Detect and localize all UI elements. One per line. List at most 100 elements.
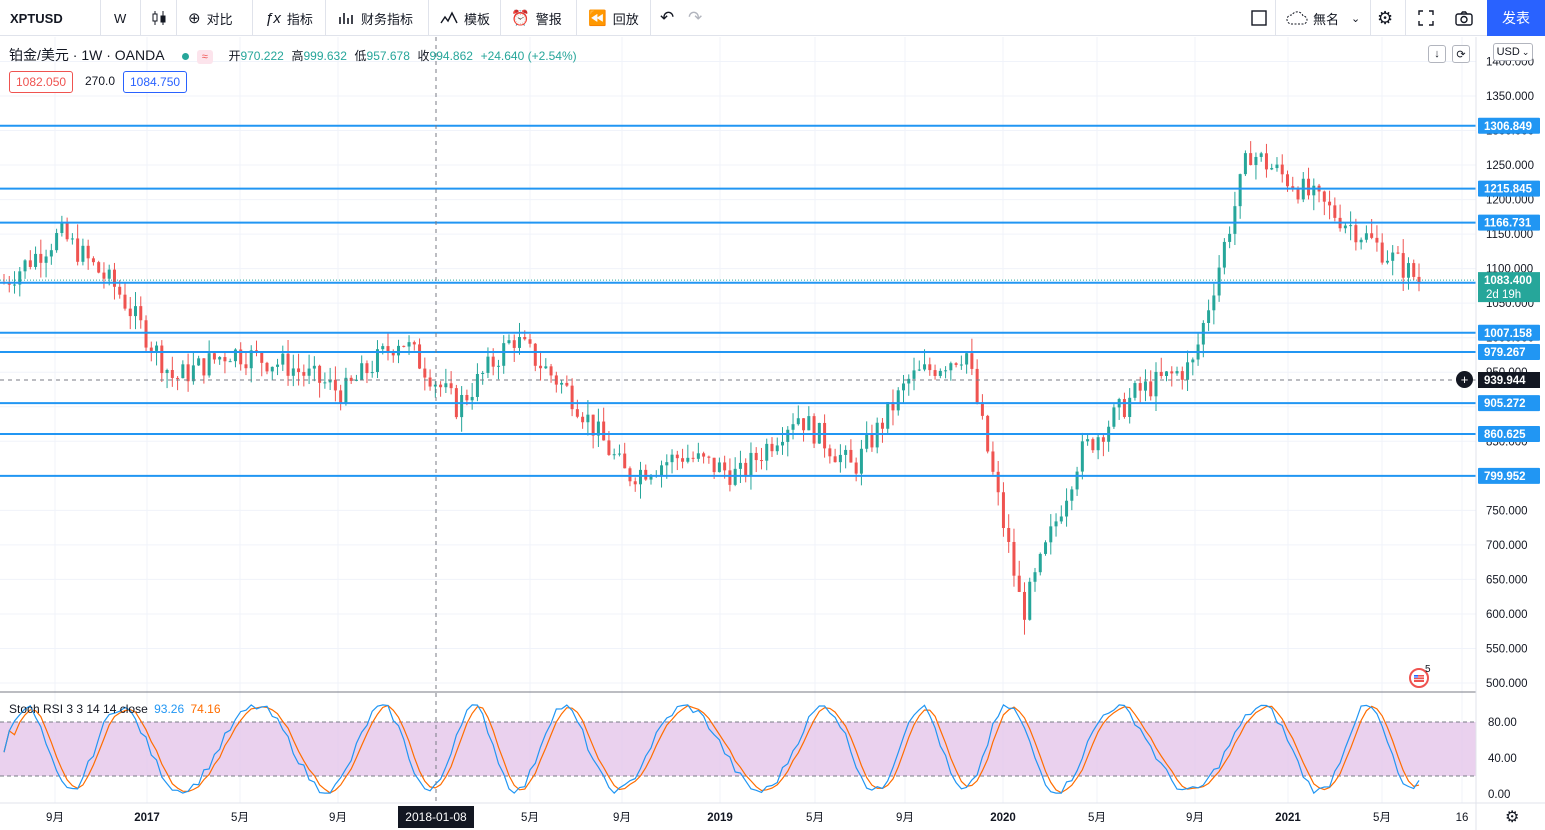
candle-body <box>318 365 322 383</box>
level-label: 979.267 <box>1484 347 1526 359</box>
templates-button[interactable]: 模板 <box>439 0 490 36</box>
undo-button[interactable]: ↶ <box>660 0 674 36</box>
level-label-bg <box>1478 214 1540 231</box>
chart-grid <box>0 37 1476 803</box>
candle-body <box>1364 233 1368 240</box>
reset-chart-button[interactable]: ⟳ <box>1452 45 1470 63</box>
replay-label: 回放 <box>612 11 639 27</box>
fx-icon: ƒx <box>265 9 281 27</box>
level-label: 1215.845 <box>1484 184 1533 196</box>
candle-body <box>1143 381 1147 391</box>
price-tick: 600.000 <box>1486 609 1528 621</box>
rewind-icon: ⏪ <box>588 10 607 27</box>
expand-icon <box>1418 10 1434 26</box>
candle-body <box>496 365 500 367</box>
legend-close-label: 收 <box>417 49 430 63</box>
alert-button[interactable]: ⏰ 警报 <box>511 0 562 36</box>
candle-body <box>944 370 948 372</box>
replay-button[interactable]: ⏪ 回放 <box>588 0 639 36</box>
candle-body <box>1065 500 1069 517</box>
candle-body <box>34 253 38 267</box>
price-tick: 1150.000 <box>1486 229 1533 241</box>
dividends-badge[interactable]: ≈ <box>196 49 213 64</box>
symbol-search-button[interactable]: XPTUSD <box>10 0 63 36</box>
level-label: 905.272 <box>1484 398 1526 410</box>
candle-body <box>802 418 806 431</box>
last-price-label-bg <box>1478 272 1540 303</box>
candle-body <box>512 340 516 348</box>
candle-body <box>207 353 211 376</box>
candle-body <box>1133 383 1137 398</box>
candle-body <box>1275 164 1279 169</box>
candle-body <box>260 352 264 363</box>
fullscreen-button[interactable] <box>1417 0 1435 36</box>
candle-body <box>917 369 921 371</box>
candle-body <box>475 373 479 397</box>
crosshair-date-label: 2018-01-08 <box>398 806 474 828</box>
candle-body <box>1280 164 1284 175</box>
interval-button[interactable]: W <box>114 0 126 36</box>
symbol-label: XPTUSD <box>10 10 63 26</box>
candle-body <box>612 454 616 456</box>
candle-body <box>1343 225 1347 229</box>
redo-button[interactable]: ↷ <box>688 0 702 36</box>
time-axis-settings-button[interactable]: ⚙ <box>1505 807 1519 827</box>
candle-body <box>165 370 169 374</box>
arrow-down-icon: ↓ <box>1434 48 1440 60</box>
compare-button[interactable]: ⊕ 对比 <box>188 0 233 36</box>
horizontal-levels <box>0 124 1476 477</box>
candle-body <box>491 356 495 367</box>
events-count: 5 <box>1425 664 1431 675</box>
fullscreen-layout-button[interactable] <box>1250 0 1268 36</box>
candle-body <box>365 363 369 374</box>
plus-circle-icon: ⊕ <box>188 10 201 27</box>
candle-body <box>717 462 721 473</box>
scroll-down-button[interactable]: ↓ <box>1428 45 1446 63</box>
indicator-legend[interactable]: Stoch RSI 3 3 14 14 close 93.26 74.16 <box>9 702 221 716</box>
candle-body <box>823 422 827 449</box>
candle-body <box>891 402 895 411</box>
sell-price-button[interactable]: 1082.050 <box>9 71 74 93</box>
refresh-icon: ⟳ <box>1456 48 1466 61</box>
candle-body <box>1243 153 1247 175</box>
compare-label: 对比 <box>206 11 233 27</box>
settings-button[interactable]: ⚙ <box>1377 0 1393 36</box>
candle-body <box>607 440 611 455</box>
candle-body <box>170 370 174 378</box>
candle-body <box>838 454 842 463</box>
candle-body <box>849 449 853 463</box>
candle-body <box>759 460 763 462</box>
candle-body <box>807 416 811 431</box>
currency-selector[interactable]: USD ⌄ <box>1493 43 1533 61</box>
snapshot-button[interactable] <box>1454 0 1474 36</box>
candle-body <box>1238 174 1242 207</box>
candle-body <box>423 368 427 378</box>
candle-body <box>1417 276 1421 283</box>
candle-body <box>796 418 800 425</box>
level-labels: 1306.8491215.8451166.7311079.5081007.158… <box>1478 117 1540 484</box>
candle-body <box>1070 489 1074 501</box>
candle-body <box>1217 267 1221 296</box>
candle-body <box>1385 260 1389 263</box>
economic-events-badge[interactable]: 5 <box>1408 664 1432 690</box>
add-alert-plus-button[interactable]: + <box>1456 371 1473 388</box>
candle-body <box>1412 263 1416 277</box>
templates-icon <box>440 11 458 24</box>
candle-body <box>723 462 727 471</box>
indicators-button[interactable]: ƒx 指标 <box>265 0 313 36</box>
candle-body <box>460 394 464 418</box>
candle-body <box>1296 189 1300 200</box>
buy-price-button[interactable]: 1084.750 <box>123 71 188 93</box>
candle-body <box>197 358 201 366</box>
level-label-bg <box>1478 395 1540 412</box>
publish-button[interactable]: 发表 <box>1487 0 1545 36</box>
candle-body <box>712 457 716 473</box>
candle-body <box>880 422 884 429</box>
chart-type-button[interactable] <box>150 0 168 36</box>
candle-body <box>1254 156 1258 166</box>
layout-menu-button[interactable]: 無名 ⌄ <box>1285 0 1360 36</box>
candle-body <box>449 383 453 389</box>
financials-button[interactable]: 财务指标 <box>337 0 413 36</box>
candle-body <box>328 379 332 383</box>
